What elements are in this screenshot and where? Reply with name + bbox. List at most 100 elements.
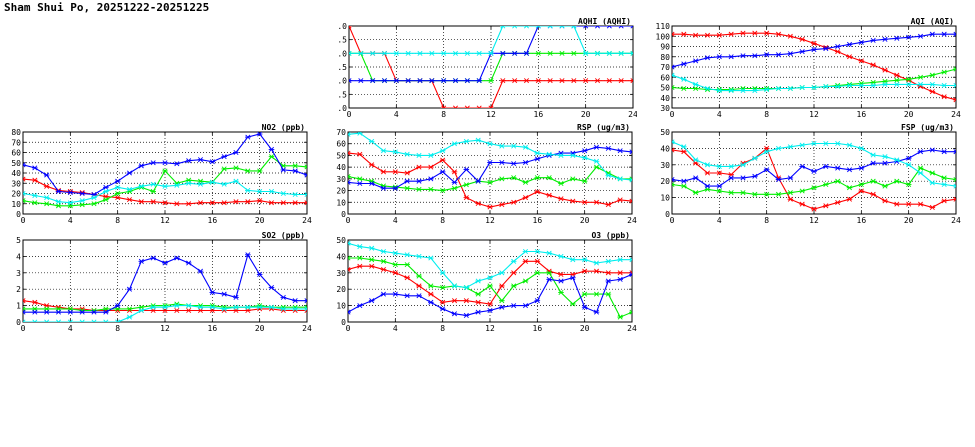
marker-stroke <box>672 181 675 186</box>
data-point-cyan <box>787 86 794 92</box>
plot-series-group <box>672 139 956 212</box>
data-point-green <box>233 165 239 171</box>
data-point-red <box>629 198 632 204</box>
data-point-blue <box>870 160 876 166</box>
data-point-blue <box>185 260 192 266</box>
marker-stroke <box>349 80 352 84</box>
data-point-cyan <box>380 148 387 154</box>
data-point-green <box>834 178 841 184</box>
data-point-green <box>858 181 865 187</box>
marker-stroke <box>348 311 351 315</box>
chart-o3-svg: O3 (ppb) 0 10 20 30 40 50 0 4 8 12 16 20 24 <box>336 231 637 333</box>
x-tick-label: 20 <box>580 324 590 333</box>
plot-series-group <box>672 30 956 103</box>
x-tick-label: 12 <box>809 110 819 119</box>
data-point-cyan <box>834 83 841 89</box>
data-point-red <box>929 89 936 95</box>
data-point-green <box>672 84 675 91</box>
data-point-cyan <box>464 50 471 56</box>
data-point-cyan <box>451 283 458 289</box>
data-point-blue <box>209 289 216 295</box>
marker-stroke <box>304 304 307 308</box>
data-point-blue <box>55 188 62 194</box>
data-point-cyan <box>429 50 435 56</box>
marker-stroke <box>672 177 675 181</box>
marker-stroke <box>23 178 26 182</box>
data-point-cyan <box>392 149 399 155</box>
marker-stroke <box>23 298 26 302</box>
data-point-red <box>547 78 553 84</box>
data-point-red <box>593 268 600 274</box>
data-point-cyan <box>463 285 470 291</box>
marker-stroke <box>117 319 121 322</box>
data-point-cyan <box>439 148 446 154</box>
data-point-cyan <box>114 184 121 190</box>
data-point-cyan <box>268 188 275 194</box>
data-point-blue <box>546 276 552 282</box>
y-tick-label: 10 <box>336 302 346 311</box>
data-point-green <box>581 178 588 184</box>
data-point-red <box>894 201 900 207</box>
x-tick-label: 24 <box>628 110 637 119</box>
data-point-green <box>558 289 564 295</box>
data-point-green <box>487 283 493 289</box>
marker-stroke <box>23 319 26 322</box>
data-point-cyan <box>692 81 699 87</box>
data-point-cyan <box>752 88 758 94</box>
marker-stroke <box>953 185 956 189</box>
data-point-red <box>834 49 841 55</box>
data-point-blue <box>368 181 375 187</box>
data-point-blue <box>174 161 180 167</box>
data-point-green <box>799 188 805 194</box>
data-point-cyan <box>221 306 227 312</box>
data-point-cyan <box>510 258 517 264</box>
x-tick-label: 0 <box>346 216 351 225</box>
marker-stroke <box>629 273 632 277</box>
data-point-blue <box>349 78 352 84</box>
data-point-cyan <box>799 142 805 148</box>
data-point-cyan <box>740 162 746 168</box>
data-point-cyan <box>280 306 287 312</box>
data-point-red <box>464 105 471 108</box>
data-point-cyan <box>716 88 723 94</box>
data-point-blue <box>292 298 298 304</box>
marker-stroke <box>953 198 956 202</box>
plot-series-group <box>23 132 307 209</box>
data-point-cyan <box>630 50 633 56</box>
data-point-cyan <box>91 195 97 201</box>
data-point-red <box>233 199 239 205</box>
data-point-cyan <box>292 192 298 198</box>
marker-stroke <box>672 31 675 35</box>
data-point-blue <box>593 309 600 315</box>
data-point-red <box>451 298 458 304</box>
data-point-blue <box>256 271 263 277</box>
data-point-blue <box>846 41 853 47</box>
data-point-green <box>570 301 576 307</box>
data-point-cyan <box>67 200 74 206</box>
data-point-cyan <box>558 253 564 259</box>
data-point-blue <box>416 293 422 299</box>
data-point-cyan <box>174 303 180 309</box>
data-point-cyan <box>245 187 251 193</box>
data-point-blue <box>292 168 298 174</box>
data-point-green <box>126 306 133 312</box>
marker-stroke <box>672 147 675 151</box>
x-tick-label: 8 <box>764 110 769 119</box>
data-point-cyan <box>256 304 263 310</box>
marker-stroke <box>23 306 26 310</box>
data-point-green <box>534 270 541 276</box>
data-point-cyan <box>103 319 109 322</box>
y-tick-label: 2 <box>16 285 21 294</box>
data-point-cyan <box>593 260 600 266</box>
data-point-blue <box>79 190 85 197</box>
y-tick-label: 70 <box>11 138 21 147</box>
data-point-cyan <box>581 155 588 161</box>
data-point-cyan <box>672 139 675 145</box>
marker-stroke <box>953 31 956 35</box>
data-point-cyan <box>405 50 411 56</box>
marker-stroke <box>348 132 351 135</box>
data-point-red <box>440 105 447 108</box>
marker-stroke <box>559 26 563 29</box>
marker-stroke <box>672 178 675 183</box>
data-point-green <box>404 185 410 191</box>
